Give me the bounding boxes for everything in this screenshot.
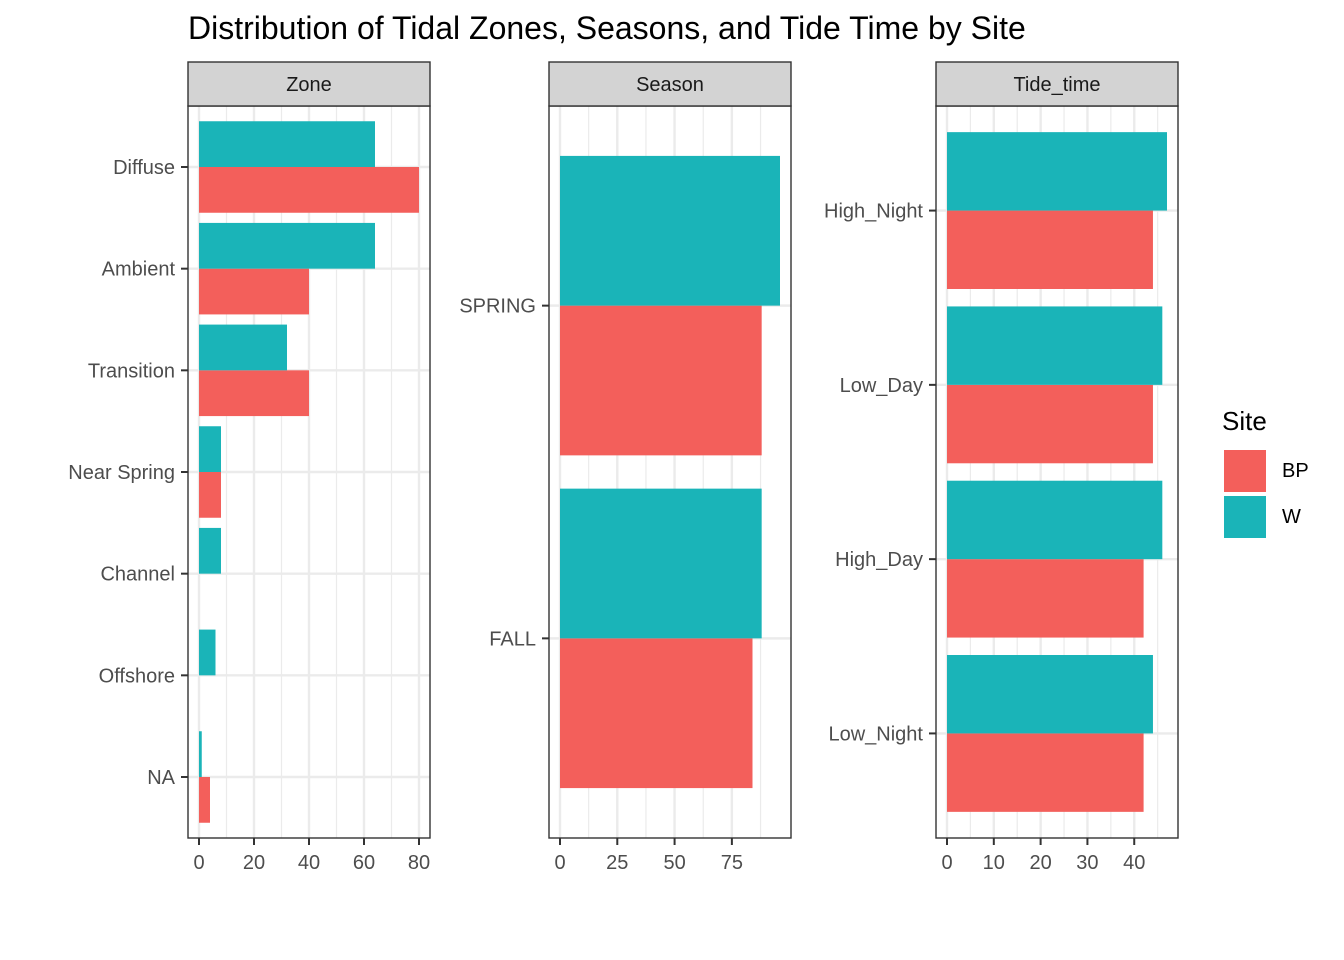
strip-label-zone: Zone — [286, 74, 332, 96]
x-tick-label: 0 — [554, 852, 565, 874]
x-tick-label: 20 — [243, 852, 265, 874]
panel-season: Season SPRING FALL 0 25 50 75 — [459, 61, 792, 874]
y-tick-label-low-day: Low_Day — [840, 375, 923, 397]
x-tick-label: 40 — [1123, 852, 1145, 874]
legend-key-w — [1224, 496, 1266, 538]
x-tick-label: 75 — [721, 852, 743, 874]
bar-bp-na — [199, 777, 210, 823]
strip-label-season: Season — [636, 74, 704, 96]
bar-w-na — [199, 731, 202, 777]
strip-background — [935, 61, 1179, 107]
bar-bp-high-night — [947, 210, 1153, 289]
x-tick-label: 30 — [1076, 852, 1098, 874]
x-tick-label: 0 — [193, 852, 204, 874]
y-tick-label-low-night: Low_Night — [828, 723, 923, 745]
y-tick-label-ambient: Ambient — [102, 259, 176, 281]
bar-w-fall — [560, 488, 762, 639]
y-tick-label-near-spring: Near Spring — [68, 462, 175, 484]
y-tick-label-high-night: High_Night — [824, 201, 923, 223]
legend-key-bp — [1224, 450, 1266, 492]
bar-w-low-day — [947, 306, 1163, 385]
strip-background — [548, 61, 792, 107]
bar-w-ambient — [199, 222, 375, 269]
bar-bp-ambient — [199, 268, 309, 315]
bar-w-low-night — [947, 655, 1153, 734]
y-tick-label-fall: FALL — [489, 628, 536, 650]
x-tick-label: 80 — [408, 852, 430, 874]
x-tick-label: 0 — [941, 852, 952, 874]
x-tick-label: 40 — [298, 852, 320, 874]
x-tick-label: 25 — [606, 852, 628, 874]
panel-zone: Zone Diffuse Ambient Transition Near Spring C… — [68, 61, 431, 874]
strip-background — [187, 61, 431, 107]
panel-tide-time: Tide_time High_Night Low_Day High_Day Low_Ni… — [824, 61, 1179, 874]
legend-label-bp: BP — [1282, 460, 1309, 482]
bar-bp-diffuse — [199, 167, 419, 213]
x-tick-label: 10 — [983, 852, 1005, 874]
y-tick-label-channel: Channel — [100, 564, 175, 586]
bar-bp-low-night — [947, 733, 1144, 812]
bar-w-channel — [199, 527, 221, 574]
bar-w-offshore — [199, 629, 216, 676]
legend-item-bp: BP — [1222, 450, 1342, 492]
bar-bp-low-day — [947, 384, 1153, 464]
bar-w-diffuse — [199, 121, 375, 167]
y-tick-label-diffuse: Diffuse — [113, 157, 175, 179]
bar-w-transition — [199, 324, 287, 371]
legend-title: Site — [1222, 406, 1267, 436]
legend-label-w: W — [1282, 506, 1301, 528]
strip-label-tide-time: Tide_time — [1013, 74, 1100, 96]
bar-bp-near-spring — [199, 472, 221, 518]
y-tick-label-high-day: High_Day — [835, 549, 923, 571]
y-tick-label-transition: Transition — [88, 360, 175, 382]
y-tick-label-spring: SPRING — [459, 296, 536, 318]
x-tick-label: 20 — [1029, 852, 1051, 874]
x-tick-label: 60 — [353, 852, 375, 874]
bar-w-spring — [560, 155, 780, 306]
bar-bp-high-day — [947, 559, 1144, 638]
bar-bp-transition — [199, 370, 309, 417]
y-tick-label-na: NA — [147, 767, 175, 789]
legend-item-w: W — [1222, 496, 1342, 538]
bar-w-high-day — [947, 480, 1163, 560]
bar-bp-spring — [560, 305, 762, 456]
bar-w-near-spring — [199, 426, 221, 472]
bar-w-high-night — [947, 132, 1167, 211]
bar-bp-fall — [560, 638, 753, 789]
y-tick-label-offshore: Offshore — [99, 665, 175, 687]
chart-title: Distribution of Tidal Zones, Seasons, an… — [188, 10, 1026, 46]
legend: Site BP W — [1222, 404, 1309, 538]
x-tick-label: 50 — [663, 852, 685, 874]
